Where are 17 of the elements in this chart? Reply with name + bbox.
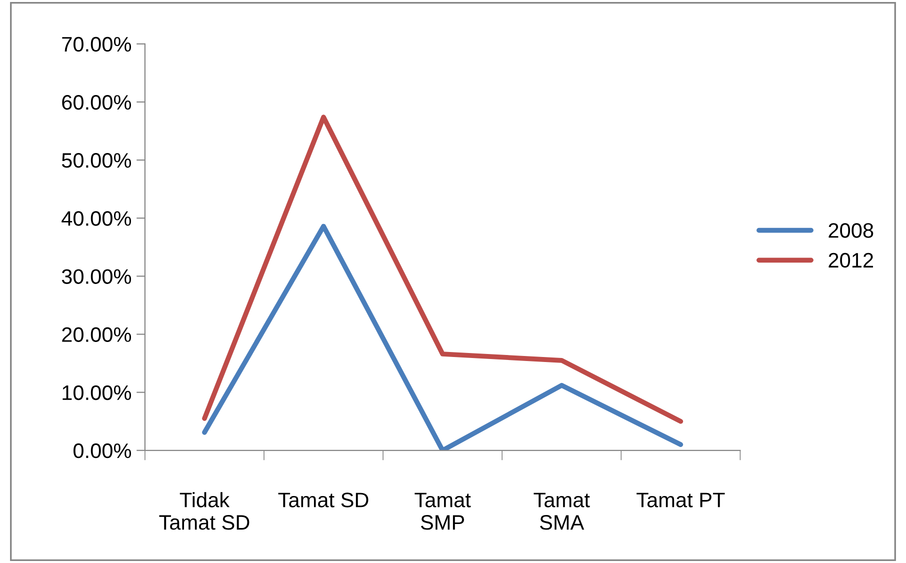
y-tick-label: 0.00% bbox=[74, 443, 132, 458]
y-tick-label: 20.00% bbox=[62, 327, 132, 342]
x-tick-label: Tidak Tamat SD bbox=[159, 492, 250, 530]
line-series bbox=[202, 114, 684, 424]
legend-label: 2012 bbox=[828, 252, 873, 268]
x-tick-label: Tamat SMP bbox=[414, 492, 471, 530]
y-tick-label: 60.00% bbox=[62, 94, 132, 110]
x-tick-label: Tamat PT bbox=[636, 492, 725, 508]
y-tick-label: 50.00% bbox=[62, 153, 132, 168]
y-tick-label: 10.00% bbox=[62, 385, 132, 400]
y-tick-label: 30.00% bbox=[62, 269, 132, 284]
line-series bbox=[202, 224, 684, 450]
y-tick-label: 70.00% bbox=[62, 36, 132, 52]
legend-label: 2008 bbox=[828, 223, 874, 238]
y-tick-label: 40.00% bbox=[62, 211, 132, 226]
x-tick-label: Tamat SD bbox=[278, 492, 368, 508]
x-tick-label: Tamat SMA bbox=[534, 492, 590, 530]
